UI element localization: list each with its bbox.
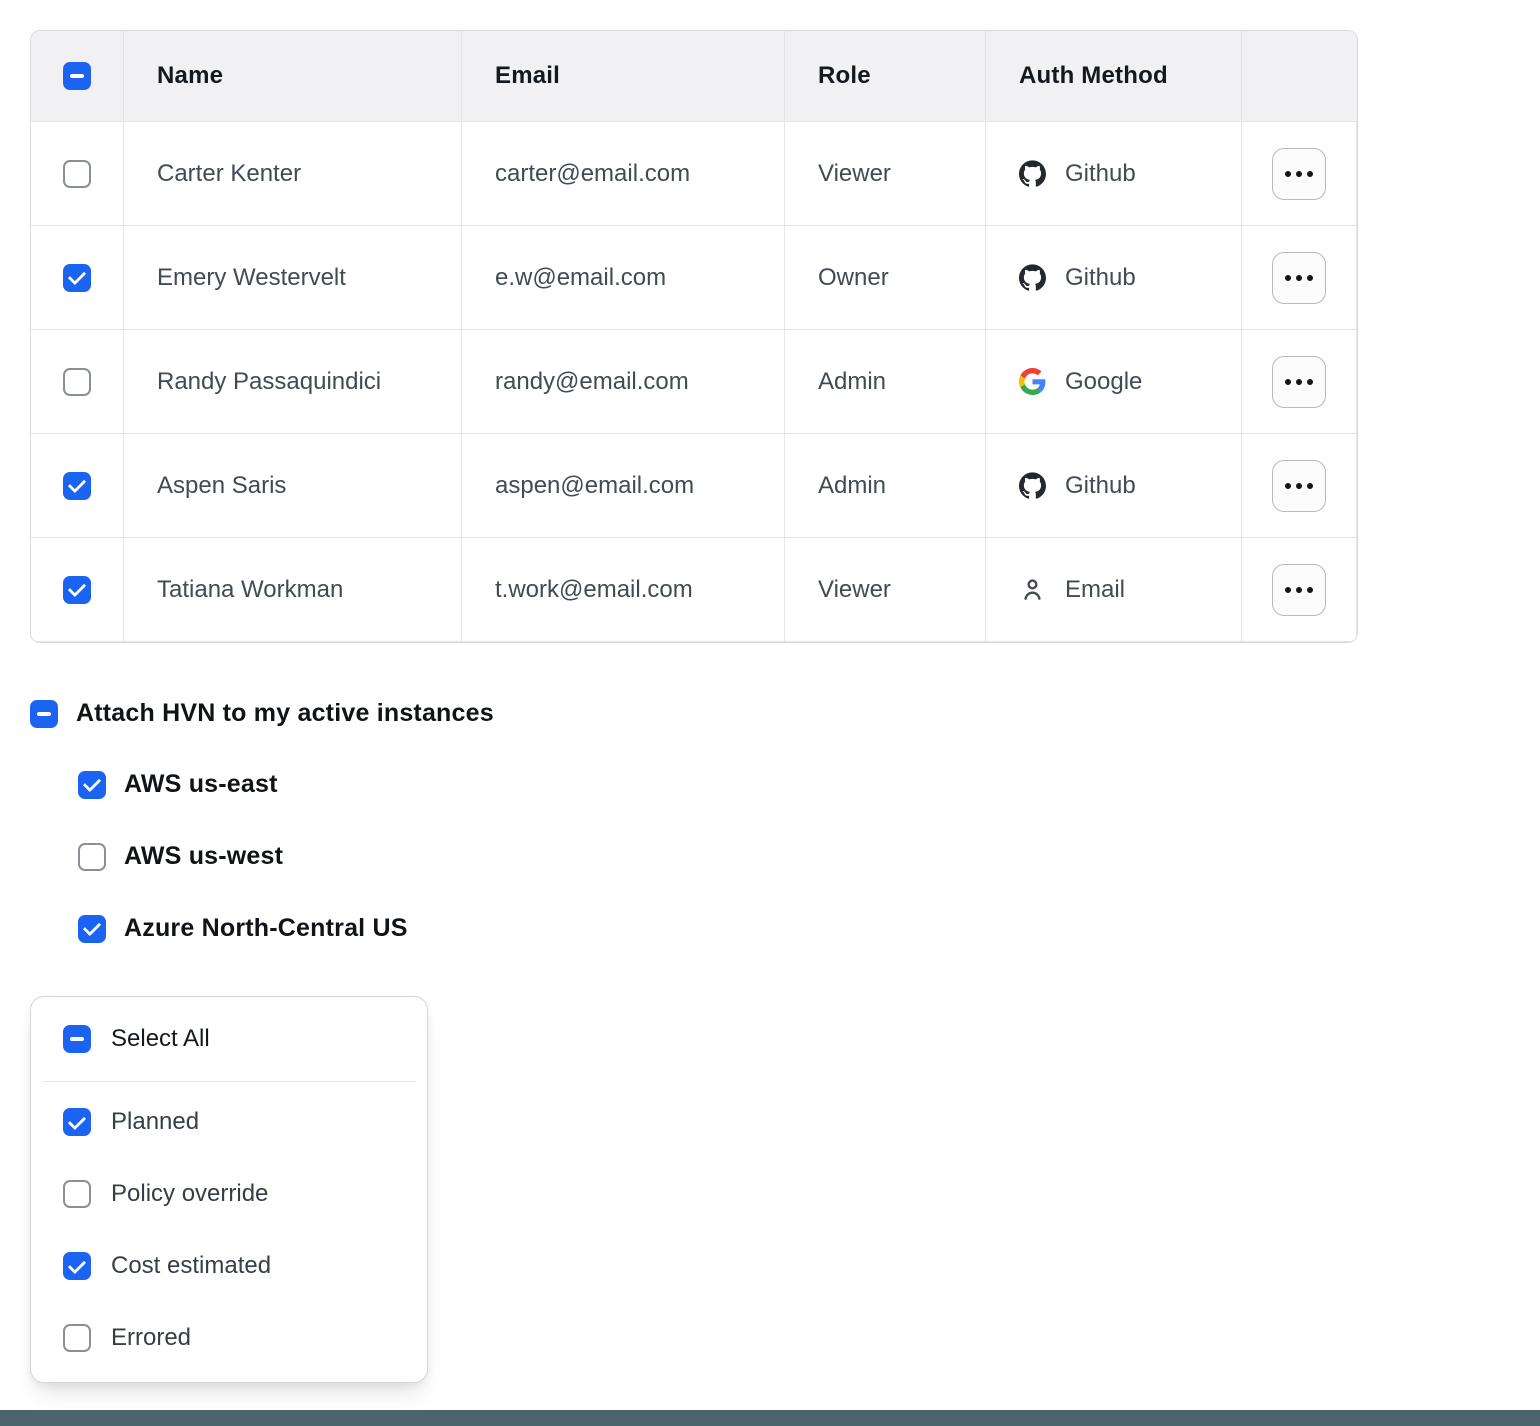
table-row [31, 434, 124, 538]
cell-name: Tatiana Workman [124, 538, 462, 642]
cell-actions [1242, 330, 1357, 434]
bottom-bar [0, 1410, 1540, 1426]
users-table: Name Email Role Auth Method Carter Kente… [30, 30, 1358, 643]
cell-email: e.w@email.com [462, 226, 785, 330]
ellipsis-icon [1285, 586, 1313, 593]
hvn-option-label: AWS us-east [124, 770, 278, 798]
hvn-option-row: Azure North-Central US [78, 914, 408, 943]
row-checkbox[interactable] [63, 159, 91, 188]
cell-name: Aspen Saris [124, 434, 462, 538]
cell-actions [1242, 226, 1357, 330]
hvn-option-checkbox-aws-us-east[interactable] [78, 770, 106, 799]
cell-auth-method: Email [986, 538, 1242, 642]
filter-select-all-checkbox[interactable] [63, 1025, 91, 1053]
github-icon [1019, 160, 1046, 187]
row-menu-button[interactable] [1272, 459, 1326, 512]
cell-role: Admin [785, 434, 986, 538]
row-checkbox[interactable] [63, 367, 91, 396]
cell-email: randy@email.com [462, 330, 785, 434]
hvn-section-label: Attach HVN to my active instances [76, 699, 494, 727]
github-icon [1019, 472, 1046, 499]
filter-checkbox-cost-estimated[interactable] [63, 1252, 91, 1280]
cell-name: Emery Westervelt [124, 226, 462, 330]
filter-select-all-label: Select All [111, 1025, 210, 1052]
ellipsis-icon [1285, 170, 1313, 177]
row-menu-button[interactable] [1272, 147, 1326, 200]
filter-card: Select All Planned Policy override Cost … [30, 996, 428, 1383]
cell-auth-method: Github [986, 122, 1242, 226]
cell-role: Admin [785, 330, 986, 434]
github-icon [1019, 264, 1046, 291]
filter-option-label: Policy override [111, 1180, 269, 1207]
auth-method-label: Github [1065, 263, 1136, 291]
hvn-parent-row: Attach HVN to my active instances [30, 699, 494, 728]
cell-name: Randy Passaquindici [124, 330, 462, 434]
table-row [31, 226, 124, 330]
cell-email: t.work@email.com [462, 538, 785, 642]
filter-option-row: Planned [63, 1108, 395, 1136]
cell-auth-method: Github [986, 226, 1242, 330]
google-icon [1019, 368, 1046, 395]
cell-name: Carter Kenter [124, 122, 462, 226]
auth-method-label: Github [1065, 471, 1136, 499]
column-header-actions [1242, 31, 1357, 122]
hvn-option-checkbox-azure-north-central[interactable] [78, 914, 106, 943]
filter-option-row: Policy override [63, 1180, 395, 1208]
auth-method-label: Github [1065, 159, 1136, 187]
hvn-option-row: AWS us-west [78, 842, 283, 871]
filter-option-row: Errored [63, 1324, 395, 1352]
filter-checkbox-policy-override[interactable] [63, 1180, 91, 1208]
hvn-parent-checkbox[interactable] [30, 699, 58, 728]
cell-actions [1242, 538, 1357, 642]
auth-method-label: Email [1065, 575, 1126, 603]
cell-email: carter@email.com [462, 122, 785, 226]
table-row [31, 330, 124, 434]
filter-option-label: Cost estimated [111, 1252, 272, 1279]
cell-email: aspen@email.com [462, 434, 785, 538]
column-header-role: Role [785, 31, 986, 122]
row-menu-button[interactable] [1272, 251, 1326, 304]
hvn-option-label: Azure North-Central US [124, 914, 408, 942]
column-header-auth-method: Auth Method [986, 31, 1242, 122]
cell-auth-method: Google [986, 330, 1242, 434]
row-checkbox[interactable] [63, 575, 91, 604]
filter-option-row: Cost estimated [63, 1252, 395, 1280]
hvn-option-label: AWS us-west [124, 842, 284, 870]
filter-checkbox-errored[interactable] [63, 1324, 91, 1352]
row-checkbox[interactable] [63, 471, 91, 500]
hvn-option-checkbox-aws-us-west[interactable] [78, 842, 106, 871]
user-icon [1019, 576, 1046, 603]
hvn-option-row: AWS us-east [78, 770, 278, 799]
filter-checkbox-planned[interactable] [63, 1108, 91, 1136]
table-row [31, 122, 124, 226]
row-checkbox[interactable] [63, 263, 91, 292]
auth-method-label: Google [1065, 367, 1143, 395]
cell-role: Viewer [785, 122, 986, 226]
select-all-checkbox[interactable] [63, 62, 91, 90]
ellipsis-icon [1285, 482, 1313, 489]
table-row [31, 538, 124, 642]
card-divider [43, 1081, 415, 1082]
ellipsis-icon [1285, 274, 1313, 281]
row-menu-button[interactable] [1272, 563, 1326, 616]
cell-actions [1242, 122, 1357, 226]
column-header-name: Name [124, 31, 462, 122]
filter-select-all-row: Select All [63, 1025, 395, 1053]
filter-option-label: Planned [111, 1108, 200, 1135]
cell-role: Viewer [785, 538, 986, 642]
ellipsis-icon [1285, 378, 1313, 385]
cell-actions [1242, 434, 1357, 538]
cell-auth-method: Github [986, 434, 1242, 538]
row-menu-button[interactable] [1272, 355, 1326, 408]
filter-option-label: Errored [111, 1324, 192, 1351]
column-header-email: Email [462, 31, 785, 122]
cell-role: Owner [785, 226, 986, 330]
table-header-checkbox-cell [31, 31, 124, 122]
